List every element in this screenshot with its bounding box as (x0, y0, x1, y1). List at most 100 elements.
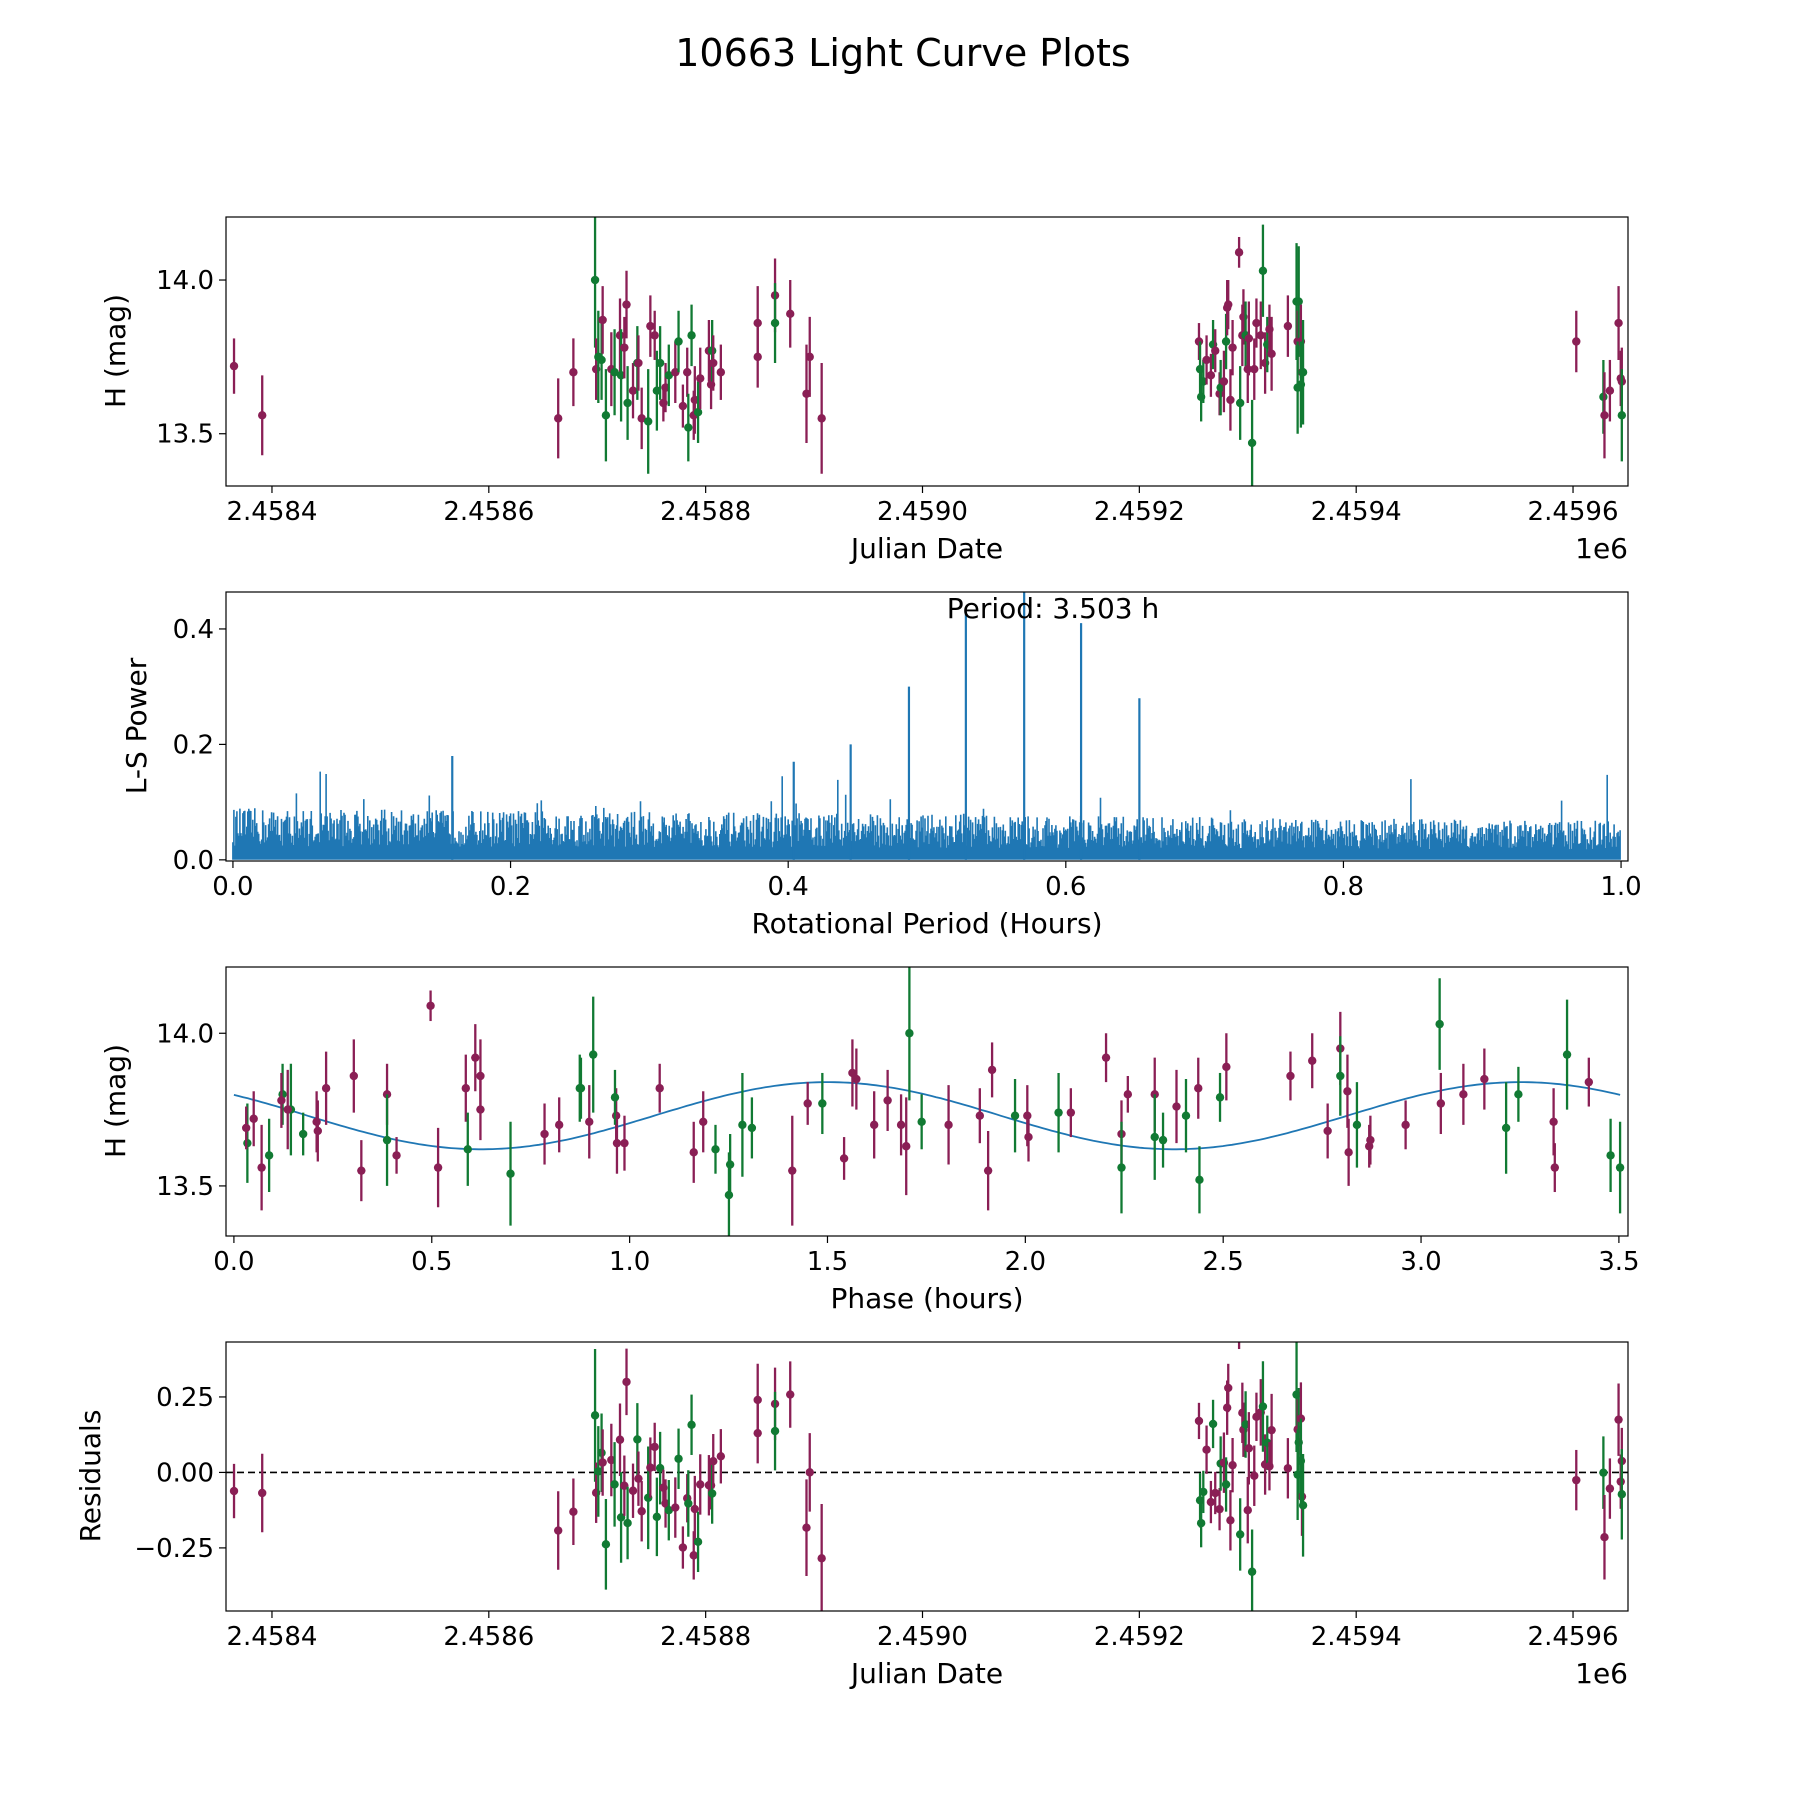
y-tick-label: 0.4 (173, 615, 214, 645)
data-point-marker (678, 401, 688, 411)
phased-observation (1344, 1118, 1353, 1186)
phased-observation (1514, 1066, 1523, 1122)
phased-observation (610, 1069, 620, 1125)
residual-point (786, 1361, 795, 1428)
phased-observation (554, 1097, 564, 1153)
data-point-marker (1224, 1383, 1233, 1393)
data-point-marker (612, 1138, 622, 1148)
residual-point (1258, 1361, 1268, 1452)
observation (643, 369, 653, 474)
data-point-marker (1199, 1487, 1208, 1497)
period-annotation: Period: 3.503 h (947, 592, 1159, 625)
data-point-marker (687, 1420, 696, 1429)
x-tick-label: 2.4588 (660, 497, 751, 527)
phased-observation (1480, 1048, 1489, 1110)
phased-observation (917, 1094, 926, 1150)
phased-observation (1101, 1033, 1111, 1083)
residual-point (1283, 1438, 1293, 1499)
data-point-marker (476, 1071, 485, 1081)
residual-point (637, 1481, 646, 1542)
data-point-marker (257, 1163, 266, 1172)
observation (610, 329, 619, 416)
observation (1234, 236, 1244, 268)
residual-point (802, 1479, 811, 1577)
residual-point (623, 1486, 632, 1560)
phased-observation (1615, 1121, 1625, 1214)
residual-point (1237, 1342, 1241, 1350)
data-point-marker (426, 1001, 435, 1010)
observation (258, 375, 267, 456)
observation (628, 363, 638, 419)
x-tick-label: 1.0 (1600, 872, 1641, 902)
data-point-marker (1195, 1175, 1204, 1185)
data-point-marker (1615, 1163, 1625, 1172)
data-point-marker (1283, 321, 1293, 331)
residual-point (664, 1480, 673, 1541)
observation (1244, 301, 1254, 376)
phased-observation (321, 1051, 331, 1125)
data-point-marker (1224, 300, 1233, 309)
phased-observation (1150, 1094, 1159, 1180)
data-point-marker (463, 1145, 472, 1154)
data-point-marker (1247, 438, 1257, 448)
phased-observation (589, 996, 598, 1113)
data-point-marker (249, 1114, 258, 1123)
data-point-marker (540, 1129, 549, 1139)
data-point-marker (1294, 297, 1303, 306)
data-point-marker (747, 1123, 757, 1133)
data-point-marker (1252, 318, 1261, 328)
x-tick-label: 0.6 (1045, 872, 1086, 902)
data-point-marker (1196, 1518, 1206, 1528)
x-tick-label: 2.4588 (660, 1622, 751, 1652)
data-point-marker (805, 352, 814, 362)
data-point-marker (1258, 266, 1268, 275)
data-point-marker (788, 1166, 797, 1175)
phased-observation (1194, 1057, 1203, 1119)
x-tick-label: 0.8 (1323, 872, 1364, 902)
residual-point (1572, 1449, 1581, 1511)
residual-point (634, 1451, 643, 1506)
y-axis-label: H (mag) (99, 1044, 132, 1158)
data-point-marker (655, 1084, 664, 1093)
data-point-marker (637, 414, 646, 423)
residual-point (1224, 1363, 1233, 1413)
data-point-marker (634, 358, 643, 368)
phased-observation (944, 1085, 953, 1165)
data-point-marker (689, 1148, 698, 1157)
residual-point (655, 1431, 665, 1505)
observation (1228, 319, 1237, 376)
data-point-marker (655, 358, 665, 368)
phased-observation (983, 1130, 993, 1211)
data-point-marker (615, 1435, 625, 1444)
data-point-marker (1023, 1111, 1032, 1120)
observation (634, 335, 643, 391)
residual-point (1244, 1412, 1254, 1485)
observation (623, 366, 632, 440)
residual-point (1228, 1437, 1237, 1493)
phased-observation (747, 1097, 757, 1159)
data-point-marker (590, 275, 600, 285)
residuals-panel: 2.4584 2.4586 2.4588 2.4590 2.4592 2.4594 2.45… (134, 1341, 1629, 1652)
data-point-marker (620, 1138, 629, 1148)
residual-point (598, 1429, 607, 1496)
observation (1283, 295, 1293, 357)
data-point-marker (283, 1105, 292, 1114)
data-point-marker (554, 1526, 563, 1535)
phased-observation (349, 1039, 359, 1113)
data-point-marker (243, 1138, 252, 1148)
data-point-marker (349, 1071, 359, 1081)
data-point-marker (598, 315, 607, 325)
data-point-marker (616, 1513, 626, 1522)
observation (753, 326, 762, 388)
x-offset-label: 1e6 (1575, 1657, 1628, 1690)
phased-observation (869, 1091, 879, 1159)
residual-point (674, 1428, 683, 1489)
data-point-marker (1600, 411, 1609, 420)
data-point-marker (1150, 1132, 1159, 1142)
residual-point (687, 1394, 696, 1455)
phased-observation (357, 1140, 366, 1202)
observation (598, 286, 607, 354)
data-point-marker (1228, 1460, 1237, 1470)
data-point-marker (693, 1537, 703, 1547)
data-point-marker (848, 1068, 857, 1078)
